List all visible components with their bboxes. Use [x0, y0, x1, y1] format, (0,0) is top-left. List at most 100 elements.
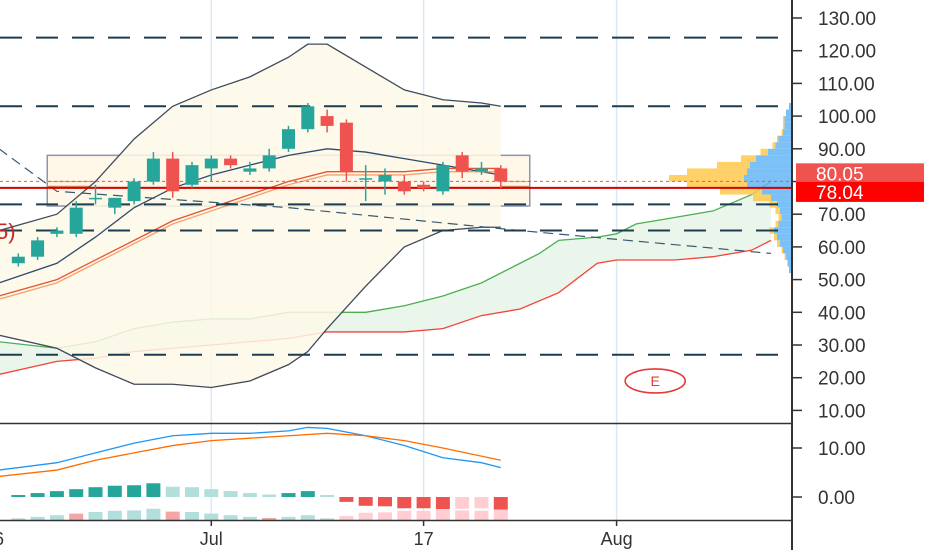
macd-histogram-bar	[165, 486, 180, 497]
price-tick-label: 110.00	[818, 74, 875, 95]
time-tick-label: 6	[0, 529, 4, 549]
candle[interactable]	[31, 237, 45, 260]
candle-body	[320, 116, 334, 126]
macd-histogram-bar	[493, 497, 508, 510]
earnings-event-marker[interactable]: E	[624, 368, 687, 394]
price-label-ma-bg	[796, 181, 924, 202]
volume-profile-bar	[762, 188, 792, 195]
candle-body	[282, 129, 295, 149]
candle-body	[31, 240, 45, 257]
macd-histogram-bar	[435, 497, 450, 510]
volume-profile-bar	[774, 227, 792, 234]
oscillator-bar	[242, 516, 257, 520]
volume-profile-bar-value-area	[687, 168, 747, 175]
volume-profile-bar-value-area	[783, 116, 785, 123]
bollinger-fill	[0, 44, 501, 388]
candle[interactable]	[69, 201, 83, 238]
volume-profile-bar	[777, 233, 792, 241]
macd-histogram-bar	[455, 497, 470, 509]
candle-body	[11, 256, 25, 264]
macd-histogram-bar	[416, 497, 431, 509]
volume-profile-bar	[775, 142, 792, 149]
volume-profile-bar	[781, 214, 792, 221]
oscillator-bar	[30, 516, 45, 520]
candle[interactable]	[494, 165, 508, 189]
volume-profile-bar	[789, 103, 792, 110]
macd-histogram-bar	[262, 494, 277, 497]
candle[interactable]	[455, 152, 469, 179]
candle[interactable]	[224, 155, 238, 169]
candle[interactable]	[204, 155, 218, 182]
macd-histogram-bar	[358, 497, 373, 506]
macd-histogram-bar	[127, 485, 142, 497]
candle[interactable]	[339, 119, 353, 182]
candle[interactable]	[320, 109, 334, 133]
oscillator-bar	[88, 512, 103, 520]
time-tick-label: 17	[414, 529, 434, 549]
macd-histogram-bar	[146, 483, 161, 497]
volume-profile-bar-value-area	[775, 207, 780, 215]
candle[interactable]	[185, 161, 199, 189]
volume-profile-bar-value-area	[774, 233, 777, 241]
candle[interactable]	[89, 184, 102, 205]
volume-profile-bar-value-area	[783, 122, 785, 130]
volume-profile-bar-value-area	[777, 240, 780, 247]
oscillator-bar	[397, 510, 412, 520]
candle[interactable]	[11, 253, 25, 267]
volume-profile	[669, 103, 792, 274]
candle[interactable]	[127, 178, 141, 205]
indicator-tick-label: 0.00	[818, 488, 855, 509]
price-tick-label: 50.00	[818, 271, 866, 292]
macd-histogram-bar	[320, 495, 335, 497]
candle[interactable]	[417, 181, 431, 192]
bollinger-lower	[0, 226, 501, 389]
price-label-ma-text: 78.04	[816, 183, 864, 204]
price-tick-label: 10.00	[818, 401, 866, 422]
candle[interactable]	[50, 227, 64, 238]
candle[interactable]	[262, 148, 276, 172]
candle[interactable]	[108, 197, 122, 215]
macd-line	[0, 426, 501, 471]
candle[interactable]	[243, 161, 257, 175]
candle[interactable]	[301, 103, 315, 133]
candle[interactable]	[146, 152, 160, 185]
volume-profile-bar-value-area	[720, 188, 762, 195]
candle[interactable]	[397, 174, 411, 195]
oscillator-bar	[204, 513, 219, 520]
candle-body	[359, 178, 373, 180]
candle[interactable]	[436, 161, 450, 195]
candles[interactable]	[11, 103, 508, 267]
volume-profile-bar-value-area	[781, 129, 783, 136]
volume-profile-bar-value-area	[753, 194, 771, 202]
volume-profile-bar	[744, 174, 792, 182]
volume-profile-bar	[784, 122, 792, 130]
candle[interactable]	[359, 165, 373, 202]
candle[interactable]	[282, 125, 295, 153]
macd-histogram-bar	[223, 491, 238, 497]
volume-profile-bar	[783, 246, 792, 254]
volume-profile-bar	[771, 194, 792, 202]
candle-body	[127, 181, 141, 202]
oscillator-bar	[262, 518, 277, 520]
time-tick-label: Aug	[601, 529, 633, 549]
volume-profile-bar	[784, 116, 792, 123]
volume-profile-bar	[780, 240, 792, 247]
macd-histogram-bar	[300, 491, 315, 497]
macd-histogram-bar	[185, 487, 199, 497]
volume-profile-bar-value-area	[741, 155, 756, 162]
candle-body	[204, 158, 218, 169]
candle-body	[397, 181, 411, 192]
macd-histogram-bar	[397, 497, 412, 509]
candle-body	[475, 168, 488, 172]
macd-histogram-bar	[204, 489, 219, 497]
candle[interactable]	[475, 161, 488, 175]
candle[interactable]	[166, 152, 180, 198]
candle-body	[378, 174, 392, 182]
oscillator-bar	[223, 515, 238, 520]
oscillator-bar	[146, 508, 161, 520]
macd-histogram-bar	[378, 497, 392, 507]
candle[interactable]	[378, 168, 392, 195]
macd-histogram-bar	[281, 493, 296, 497]
